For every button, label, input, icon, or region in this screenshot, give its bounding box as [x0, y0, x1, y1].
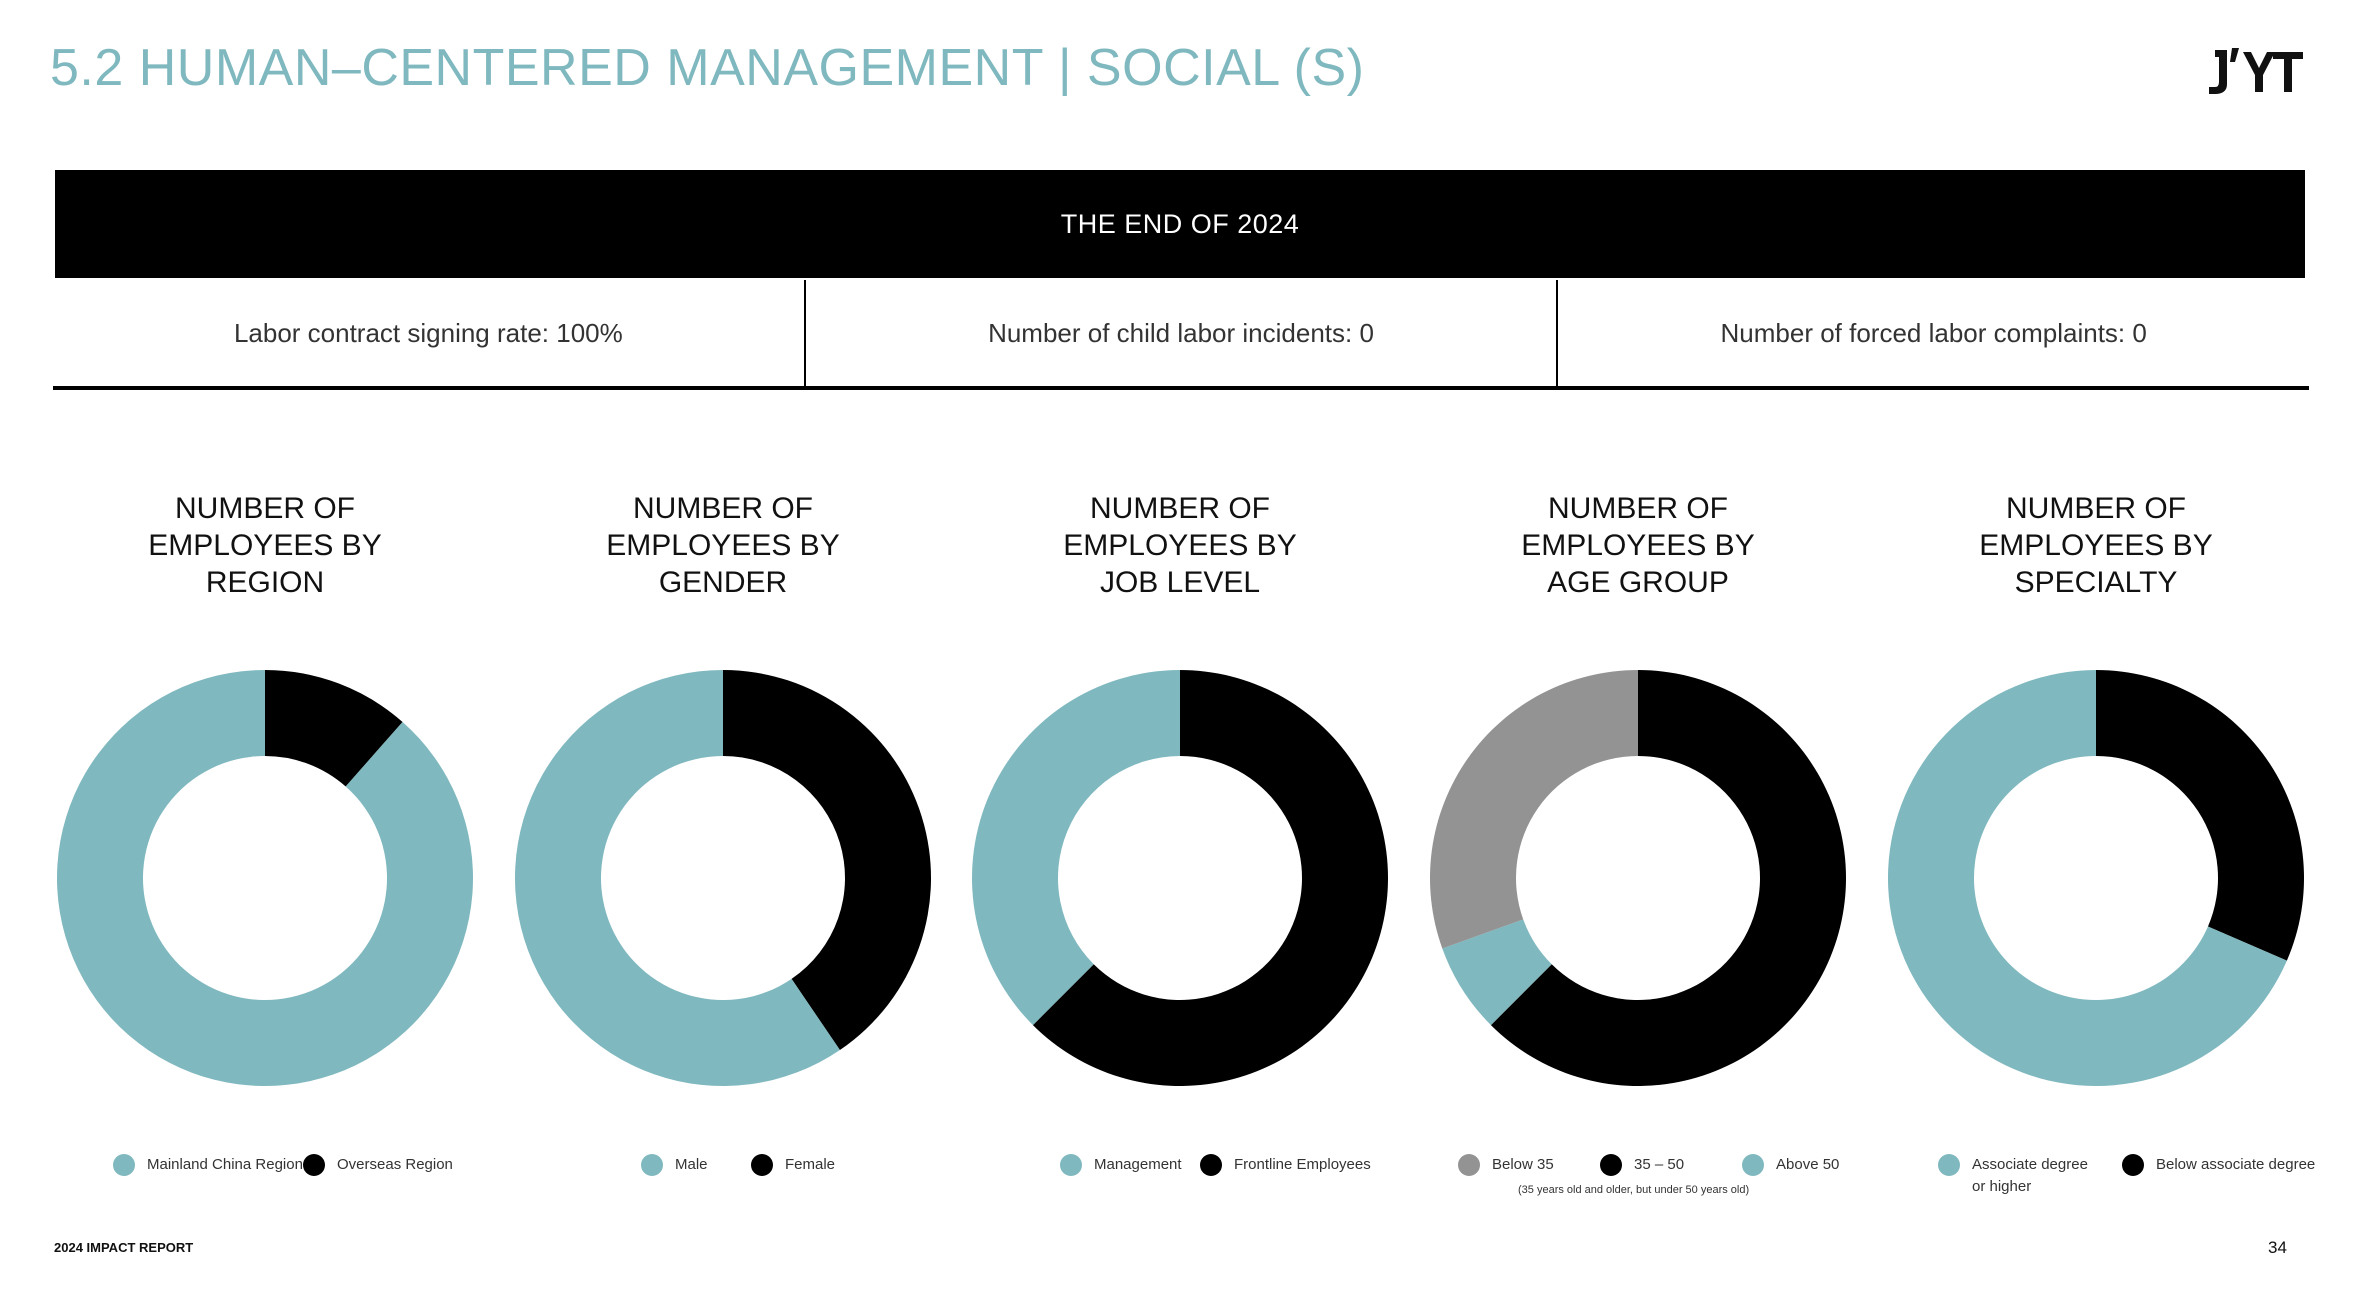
legend-item: Mainland China Region	[113, 1154, 303, 1176]
chart-title: NUMBER OF EMPLOYEES BY AGE GROUP	[1408, 490, 1868, 601]
chart-panel-specialty: NUMBER OF EMPLOYEES BY SPECIALTY Associate …	[1866, 490, 2326, 1220]
legend-note: (35 years old and older, but under 50 ye…	[1518, 1184, 1750, 1196]
legend-swatch-icon	[303, 1154, 325, 1176]
legend-item: Below 35	[1458, 1154, 1554, 1176]
donut-slice-gender-1	[723, 670, 931, 1051]
chart-title-line: EMPLOYEES BY	[1979, 529, 2213, 562]
legend-item: Below associate degree	[2122, 1154, 2315, 1176]
donut-chart-gender	[515, 670, 931, 1086]
donut-slice-job-level-1	[1032, 670, 1388, 1086]
legend-item: Overseas Region	[303, 1154, 453, 1176]
chart-title-line: REGION	[205, 566, 325, 599]
chart-legend: Associate degree or higher Below associate…	[1866, 1154, 2326, 1214]
legend-label: Frontline Employees	[1234, 1156, 1371, 1173]
donut-chart-job-level	[972, 670, 1388, 1086]
donut-slice-age-group-2	[1442, 919, 1552, 1026]
stats-row: Labor contract signing rate: 100% Number…	[53, 280, 2309, 390]
chart-title-line: NUMBER OF	[1090, 492, 1270, 525]
page-number: 34	[2268, 1238, 2287, 1257]
legend-swatch-icon	[1200, 1154, 1222, 1176]
chart-title-line: EMPLOYEES BY	[1521, 529, 1755, 562]
legend-swatch-icon	[1060, 1154, 1082, 1176]
legend-item: 35 – 50	[1600, 1154, 1684, 1176]
chart-title: NUMBER OF EMPLOYEES BY REGION	[35, 490, 495, 601]
legend-swatch-icon	[751, 1154, 773, 1176]
chart-title-line: AGE GROUP	[1547, 566, 1729, 599]
legend-item: Frontline Employees	[1200, 1154, 1371, 1176]
legend-swatch-icon	[2122, 1154, 2144, 1176]
legend-label: Management	[1094, 1156, 1182, 1173]
legend-swatch-icon	[1600, 1154, 1622, 1176]
legend-item: Female	[751, 1154, 835, 1176]
chart-title-line: JOB LEVEL	[1099, 566, 1261, 599]
chart-title-line: SPECIALTY	[2014, 566, 2178, 599]
chart-panel-gender: NUMBER OF EMPLOYEES BY GENDER Male Female	[493, 490, 953, 1220]
jyt-logo-icon	[2209, 48, 2303, 94]
legend-label: Mainland China Region	[147, 1156, 303, 1173]
chart-panel-region: NUMBER OF EMPLOYEES BY REGION Mainland Chin…	[35, 490, 495, 1220]
donut-slice-gender-0	[515, 670, 840, 1086]
donut-chart-specialty	[1888, 670, 2304, 1086]
donut-slice-region-0	[56, 670, 474, 1086]
chart-panel-age-group: NUMBER OF EMPLOYEES BY AGE GROUP Below 35 35…	[1408, 490, 1868, 1220]
year-end-banner: THE END OF 2024	[55, 170, 2305, 278]
stat-child-labor-incidents: Number of child labor incidents: 0	[803, 280, 1557, 386]
footer-report-name: 2024 IMPACT REPORT	[54, 1240, 194, 1255]
donut-slice-region-1	[265, 670, 403, 787]
legend-swatch-icon	[113, 1154, 135, 1176]
legend-item: Associate degree or higher	[1938, 1154, 2088, 1198]
donut-slice-age-group-1	[1490, 670, 1846, 1086]
legend-label: Above 50	[1776, 1156, 1840, 1173]
legend-label: Overseas Region	[337, 1156, 453, 1173]
donut-chart-age-group	[1430, 670, 1846, 1086]
legend-label-line: Associate degree	[1972, 1156, 2088, 1173]
legend-swatch-icon	[1742, 1154, 1764, 1176]
stat-forced-labor-complaints: Number of forced labor complaints: 0	[1556, 280, 2309, 386]
legend-label: 35 – 50	[1634, 1156, 1685, 1173]
stat-labor-contract-rate: Labor contract signing rate: 100%	[233, 317, 623, 348]
chart-title-line: NUMBER OF	[633, 492, 813, 525]
chart-title-line: NUMBER OF	[2006, 492, 2186, 525]
legend-label: Male	[675, 1156, 708, 1173]
legend-label-line: or higher	[1972, 1178, 2032, 1195]
legend-swatch-icon	[1458, 1154, 1480, 1176]
donut-slice-job-level-0	[972, 670, 1180, 1026]
legend-swatch-icon	[641, 1154, 663, 1176]
page-title: 5.2 HUMAN–CENTERED MANAGEMENT | SOCIAL (…	[50, 39, 1365, 97]
chart-legend: Below 35 35 – 50 Above 50 (35 years old and…	[1408, 1154, 1868, 1214]
chart-title-line: EMPLOYEES BY	[1063, 529, 1297, 562]
chart-title: NUMBER OF EMPLOYEES BY JOB LEVEL	[950, 490, 1410, 601]
legend-item: Above 50	[1742, 1154, 1839, 1176]
donut-slice-specialty-1	[2096, 670, 2304, 961]
legend-label: Below associate degree	[2156, 1156, 2316, 1173]
chart-title-line: NUMBER OF	[175, 492, 355, 525]
chart-title: NUMBER OF EMPLOYEES BY GENDER	[493, 490, 953, 601]
legend-swatch-icon	[1938, 1154, 1960, 1176]
legend-label: Below 35	[1492, 1156, 1554, 1173]
chart-panel-job-level: NUMBER OF EMPLOYEES BY JOB LEVEL Management…	[950, 490, 1410, 1220]
donut-chart-region	[56, 670, 474, 1086]
chart-title-line: NUMBER OF	[1548, 492, 1728, 525]
chart-title-line: EMPLOYEES BY	[148, 529, 382, 562]
chart-title: NUMBER OF EMPLOYEES BY SPECIALTY	[1866, 490, 2326, 601]
chart-title-line: GENDER	[658, 566, 788, 599]
chart-title-line: EMPLOYEES BY	[606, 529, 840, 562]
legend-label: Female	[785, 1156, 836, 1173]
donut-slice-specialty-0	[1888, 670, 2287, 1086]
chart-legend: Management Frontline Employees	[950, 1154, 1410, 1214]
legend-label: Associate degree or higher	[1972, 1154, 2088, 1198]
chart-legend: Male Female	[493, 1154, 953, 1214]
legend-item: Male	[641, 1154, 708, 1176]
donut-slice-age-group-0	[1430, 670, 1638, 949]
legend-item: Management	[1060, 1154, 1182, 1176]
chart-legend: Mainland China Region Overseas Region	[35, 1154, 495, 1214]
